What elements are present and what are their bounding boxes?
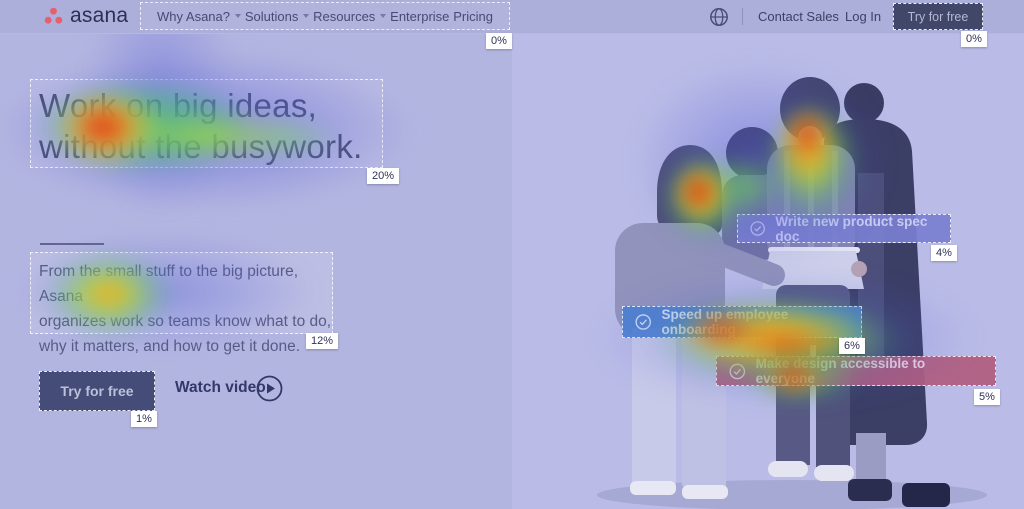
heatmap-percent-paragraph: 12% [306, 333, 339, 349]
top-navigation: asana Why Asana? Solutions Resources Ent… [0, 0, 1024, 34]
globe-icon[interactable] [708, 6, 730, 28]
heatmap-percent-task-spec: 4% [931, 245, 957, 261]
task-pill-onboarding: Speed up employee onboarding [622, 306, 862, 338]
play-icon[interactable] [256, 375, 283, 402]
chevron-down-icon [303, 14, 310, 18]
nav-item-solutions[interactable]: Solutions [245, 9, 310, 24]
heatmap-percent-headline: 20% [367, 168, 400, 184]
task-label: Write new product spec doc [775, 213, 928, 244]
nav-item-resources[interactable]: Resources [313, 9, 387, 24]
asana-logo-text: asana [70, 4, 129, 27]
task-label: Make design accessible to everyone [755, 356, 926, 386]
nav-item-enterprise[interactable]: Enterprise [390, 8, 450, 24]
nav-item-pricing[interactable]: Pricing [453, 8, 493, 24]
chevron-down-icon [380, 14, 387, 18]
contact-sales-link[interactable]: Contact Sales [758, 9, 839, 24]
heatmap-percent-top-cta: 0% [961, 31, 987, 47]
heatmap-percent-hero-cta: 1% [131, 411, 157, 427]
divider-line [40, 243, 104, 245]
hero-paragraph: From the small stuff to the big picture,… [39, 263, 332, 355]
task-pill-accessible: Make design accessible to everyone [716, 356, 996, 386]
hero-photo [512, 33, 1024, 509]
asana-logo[interactable]: asana [44, 4, 128, 28]
chevron-down-icon [235, 14, 241, 18]
check-circle-icon [729, 363, 746, 379]
people-group-illustration [597, 77, 987, 509]
watch-video-link[interactable]: Watch video [175, 379, 266, 396]
heatmap-percent-task-accessible: 5% [974, 389, 1000, 405]
log-in-link[interactable]: Log In [845, 9, 882, 24]
top-try-for-free-button[interactable]: Try for free [893, 3, 983, 30]
heatmap-percent-task-onboarding: 6% [839, 338, 865, 354]
heatmap-region-headline: Work on big ideas, without the busywork. [30, 79, 383, 168]
nav-divider [742, 8, 743, 25]
hero-try-for-free-button[interactable]: Try for free [39, 371, 155, 411]
check-circle-icon [750, 221, 765, 236]
hero-headline: Work on big ideas, without the busywork. [39, 87, 363, 165]
task-label: Speed up employee onboarding [661, 307, 789, 337]
heatmap-percent-main-nav: 0% [486, 33, 512, 49]
nav-item-why-asana[interactable]: Why Asana? [157, 9, 241, 24]
task-pill-spec-doc: Write new product spec doc [737, 213, 951, 244]
asana-logo-icon [44, 7, 63, 24]
check-circle-icon [635, 314, 651, 330]
heatmap-region-main-nav: Why Asana? Solutions Resources Enterpris… [140, 2, 510, 30]
heatmap-region-paragraph: From the small stuff to the big picture,… [30, 252, 333, 355]
